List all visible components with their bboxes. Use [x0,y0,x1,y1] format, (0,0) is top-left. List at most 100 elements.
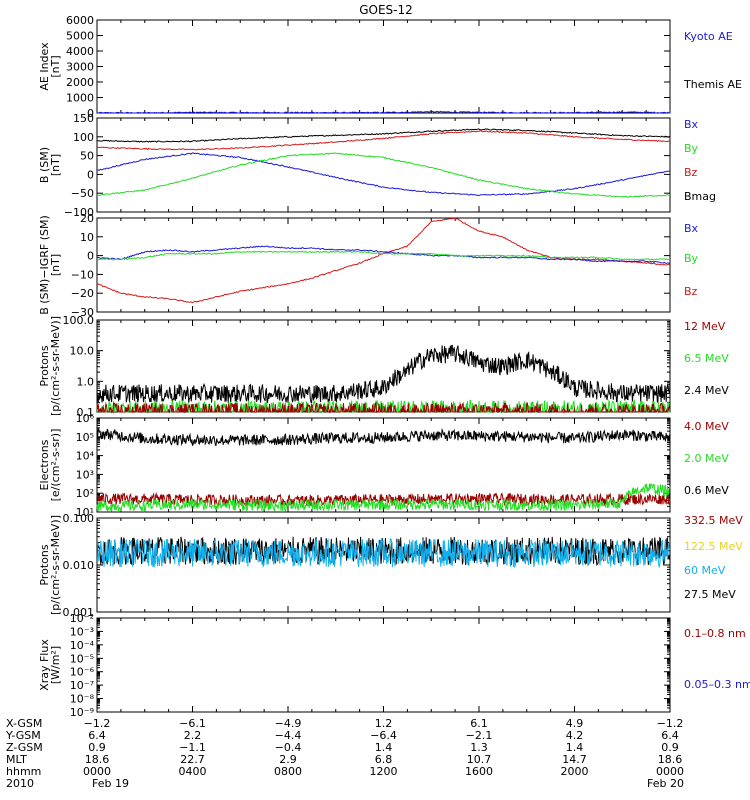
panel-ae: 0 1000 2000 3000 4000 5000 6000 AE Index[nT] Kyo… [38,14,742,120]
ephemeris-cell: −1.1 [179,741,206,754]
y-tick-label: 10³ [76,468,94,481]
y-tick-label: 50 [80,150,94,163]
y-tick-label: 0 [87,250,94,263]
y-axis-label: [e/(cm²-s-sr)] [49,429,62,502]
y-tick-label: 0.001 [63,606,95,619]
y-tick-label: 1000 [66,92,94,105]
y-tick-label: 2000 [66,76,94,89]
ephemeris-cell: −1.2 [657,717,684,730]
y-axis-label: [p/(cm²-s-sr-MeV)] [49,316,62,416]
figure-title: GOES-12 [359,3,413,17]
y-axis-label: AE Index [38,42,51,91]
ephemeris-cell: −6.4 [370,729,397,742]
ephemeris-cell: 0800 [274,765,302,778]
series-protons-12-mev [96,401,671,414]
ephemeris-cell: 4.9 [566,717,584,730]
panel-frame [96,517,671,613]
ephemeris-cell: −1.2 [84,717,111,730]
y-tick-label: 10⁻⁸ [70,693,95,706]
ephemeris-cell: 1600 [465,765,493,778]
y-axis-label: B (SM)−IGRF (SM) [38,215,51,315]
ephemeris-row-label: MLT [6,753,27,766]
ephemeris-table: X-GSMY-GSMZ-GSMMLThhmm2010−1.26.40.918.6… [5,717,684,790]
ephemeris-cell: 1.3 [470,741,488,754]
series-b-bz [97,130,671,151]
panel-frame [96,19,671,114]
ephemeris-cell: −2.1 [466,729,493,742]
ephemeris-row-label: Z-GSM [6,741,43,754]
legend-entry: Themis AE [683,78,742,91]
y-tick-label: 0.100 [63,512,95,525]
ephemeris-row-label: hhmm [6,765,41,778]
legend-entry: 2.0 MeV [684,452,729,465]
series-electrons-0-6-mev [96,426,671,447]
ephemeris-cell: Feb 19 [92,777,129,790]
legend-entry: 0.1–0.8 nm [684,627,746,640]
ephemeris-cell: 0000 [83,765,111,778]
y-tick-label: 0 [87,107,94,120]
legend-entry: 332.5 MeV [684,514,743,527]
legend-entry: 27.5 MeV [684,588,736,601]
series-hiprotons-60-mev [96,537,671,569]
ephemeris-row-label: Y-GSM [5,729,41,742]
y-tick-label: 10.0 [70,345,95,358]
ephemeris-cell: −4.9 [275,717,302,730]
ephemeris-row-label: X-GSM [6,717,42,730]
panel-protons: 0.1 1.0 10.0 100.0 Protons[p/(cm²-s-sr-MeV)]… [38,314,729,419]
y-tick-label: 10⁻³ [70,625,94,638]
y-tick-label: 4000 [66,45,94,58]
ephemeris-cell: Feb 20 [647,777,684,790]
y-axis-label: Xray Flux [38,639,51,691]
y-tick-label: 10⁶ [76,412,95,425]
panel-frame [96,617,671,713]
ephemeris-cell: 6.8 [375,753,393,766]
legend-entry: Bmag [684,190,716,203]
y-axis-label: [p/(cm²-s-sr-MeV)] [49,515,62,615]
y-tick-label: 100.0 [63,314,95,327]
y-tick-label: 1.0 [77,375,95,388]
ephemeris-cell: 2.2 [184,729,202,742]
panel-xray: 10⁻⁹10⁻⁸10⁻⁷10⁻⁶10⁻⁵10⁻⁴10⁻³10⁻² Xray Flu… [38,612,750,719]
series-b-bmag [96,128,671,143]
y-tick-label: 10⁵ [76,431,94,444]
panel-b: −100 −50 0 50 100 150 B (SM)[nT] Bx By Bz Bmag [38,112,716,219]
legend-entry: By [684,142,699,155]
legend-entry: 60 MeV [684,564,726,577]
legend-entry: Bx [684,118,699,131]
series-b-by [96,152,671,198]
y-tick-label: 10¹ [76,506,94,519]
y-tick-label: −30 [71,306,94,319]
y-axis-label: Protons [38,345,51,386]
ephemeris-cell: 14.7 [562,753,587,766]
ephemeris-cell: 0000 [656,765,684,778]
y-tick-label: 10⁻⁴ [70,639,95,652]
ephemeris-cell: −4.4 [275,729,302,742]
series-b-bx [96,152,670,197]
legend-entry: Kyoto AE [684,30,733,43]
legend-entry: 4.0 MeV [684,420,729,433]
series-dbgrf-bz [96,217,671,304]
y-axis-label: B (SM) [38,147,51,183]
y-axis-label: Electrons [38,439,51,490]
series-electrons-2-0-mev [96,483,671,513]
y-tick-label: 20 [80,212,94,225]
legend-entry: 2.4 MeV [684,384,729,397]
legend-entry: Bz [684,166,698,179]
y-tick-label: 0.1 [77,406,95,419]
panel-frame [96,117,671,213]
y-tick-label: 10⁻⁷ [70,679,94,692]
y-tick-label: −10 [71,268,94,281]
panel-dbgrf: −30 −20 −10 0 10 20 B (SM)−IGRF (SM)[nT] Bx By Bz [38,212,699,319]
panel-frame [96,217,671,313]
y-tick-label: 10⁴ [76,450,95,463]
panel-hiprotons: 0.001 0.010 0.100 Protons[p/(cm²-s-sr-MeV)]… [38,512,743,619]
ephemeris-cell: −0.4 [275,741,302,754]
ephemeris-cell: 6.4 [661,729,679,742]
ephemeris-cell: 10.7 [467,753,492,766]
legend-entry: 6.5 MeV [684,352,729,365]
panel-electrons: 10¹ 10² 10³ 10⁴ 10⁵ 10⁶ Electrons[e/(cm²-s-sr)… [38,412,729,519]
ephemeris-cell: 0400 [179,765,207,778]
y-tick-label: 10⁻⁹ [70,706,94,719]
ephemeris-cell: 18.6 [658,753,683,766]
